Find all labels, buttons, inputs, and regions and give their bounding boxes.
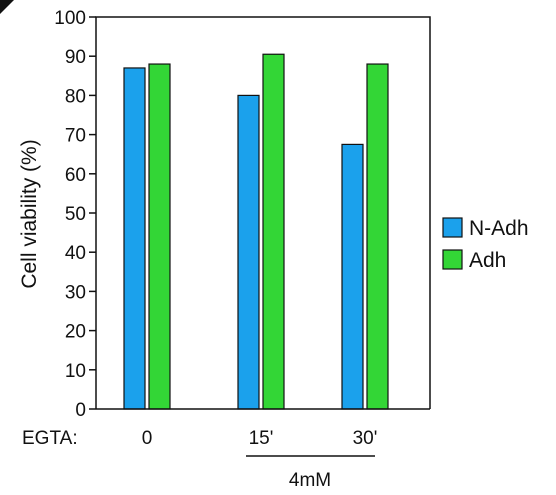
y-tick-label: 90 bbox=[65, 47, 86, 68]
y-axis-title: Cell viability (%) bbox=[18, 139, 41, 288]
bar-n-adh-1 bbox=[123, 67, 146, 410]
y-tick-label: 80 bbox=[65, 86, 86, 107]
corner-mark bbox=[0, 0, 14, 14]
x-category-label: 15' bbox=[249, 428, 274, 449]
y-tick-label: 40 bbox=[65, 243, 86, 264]
y-tick-label: 70 bbox=[65, 126, 86, 147]
y-tick-label: 30 bbox=[65, 282, 86, 303]
bar-adh-1 bbox=[148, 63, 171, 410]
bar-n-adh-3 bbox=[341, 143, 364, 410]
y-tick-label: 20 bbox=[65, 322, 86, 343]
group-bracket-label: 4mM bbox=[289, 470, 331, 491]
legend-swatch bbox=[442, 217, 463, 238]
y-tick-label: 100 bbox=[54, 8, 86, 29]
egta-row-label: EGTA: bbox=[22, 428, 78, 449]
y-tick-label: 50 bbox=[65, 204, 86, 225]
x-category-label: 30' bbox=[353, 428, 378, 449]
y-tick-label: 60 bbox=[65, 165, 86, 186]
bar-adh-2 bbox=[262, 53, 285, 410]
legend-label: Adh bbox=[469, 249, 506, 272]
bar-n-adh-2 bbox=[237, 94, 260, 410]
legend-swatch bbox=[442, 249, 463, 270]
bar-adh-3 bbox=[366, 63, 389, 410]
axes: Cell viability (%) EGTA: 4mM 0 10 20 30 40 50… bbox=[18, 8, 431, 491]
x-category-label: 0 bbox=[142, 428, 153, 449]
legend: N-Adh Adh bbox=[442, 217, 529, 272]
y-tick-label: 0 bbox=[75, 400, 86, 421]
plot-area bbox=[123, 53, 389, 410]
legend-label: N-Adh bbox=[469, 217, 529, 240]
y-tick-label: 10 bbox=[65, 361, 86, 382]
